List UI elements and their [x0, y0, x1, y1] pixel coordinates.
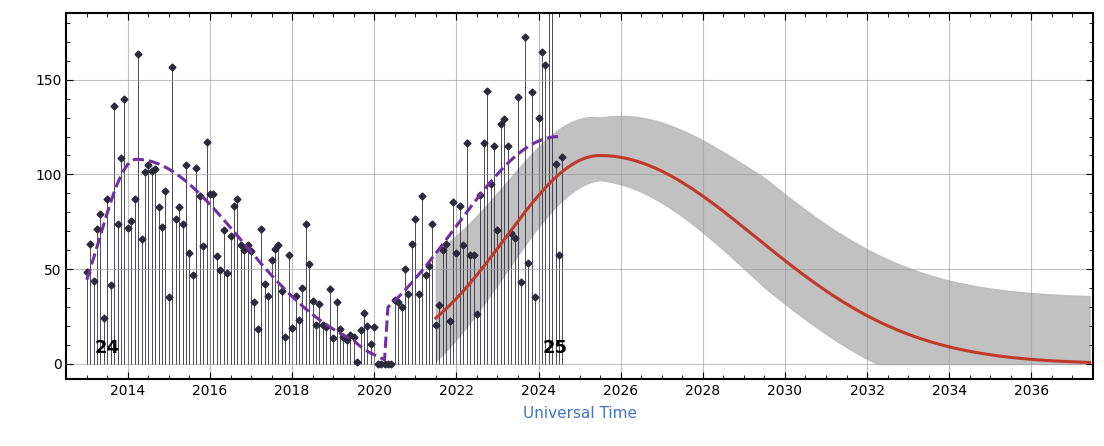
Text: 24: 24	[95, 339, 120, 356]
X-axis label: Universal Time: Universal Time	[522, 406, 637, 421]
Text: 25: 25	[543, 339, 567, 356]
